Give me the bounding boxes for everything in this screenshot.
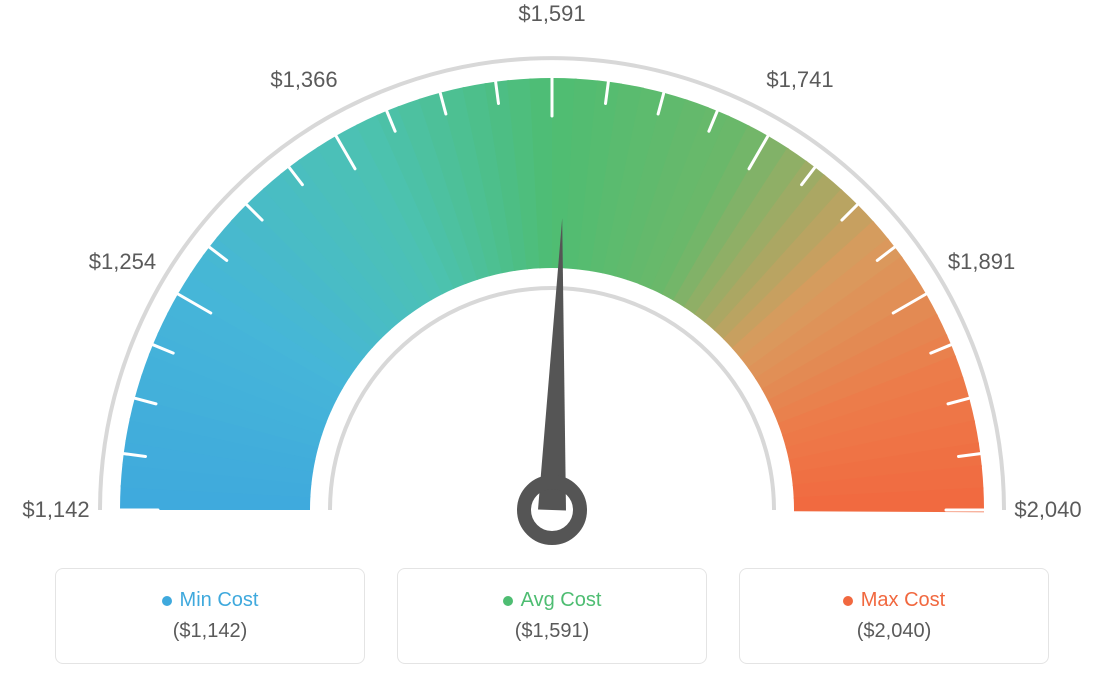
legend-title-max: Max Cost	[843, 589, 945, 612]
dot-icon	[162, 596, 172, 606]
legend-label: Max Cost	[861, 589, 945, 612]
gauge-tick-label: $1,142	[22, 497, 89, 523]
gauge-container: $1,142 $1,254 $1,366 $1,591 $1,741 $1,891 $2,0…	[0, 0, 1104, 560]
legend-card-max: Max Cost ($2,040)	[739, 568, 1049, 664]
legend-row: Min Cost ($1,142) Avg Cost ($1,591) Max …	[0, 568, 1104, 664]
gauge-tick-label: $1,366	[270, 67, 337, 93]
gauge-tick-label: $1,891	[948, 249, 1015, 275]
legend-value: ($1,142)	[173, 620, 248, 643]
legend-card-min: Min Cost ($1,142)	[55, 568, 365, 664]
gauge-tick-label: $1,741	[766, 67, 833, 93]
legend-title-avg: Avg Cost	[503, 589, 602, 612]
dot-icon	[503, 596, 513, 606]
gauge-chart	[0, 0, 1104, 560]
gauge-tick-label: $1,254	[89, 249, 156, 275]
gauge-tick-label: $1,591	[518, 1, 585, 27]
legend-value: ($1,591)	[515, 620, 590, 643]
legend-card-avg: Avg Cost ($1,591)	[397, 568, 707, 664]
legend-label: Avg Cost	[521, 589, 602, 612]
gauge-tick-label: $2,040	[1014, 497, 1081, 523]
dot-icon	[843, 596, 853, 606]
legend-value: ($2,040)	[857, 620, 932, 643]
legend-label: Min Cost	[180, 589, 259, 612]
legend-title-min: Min Cost	[162, 589, 259, 612]
